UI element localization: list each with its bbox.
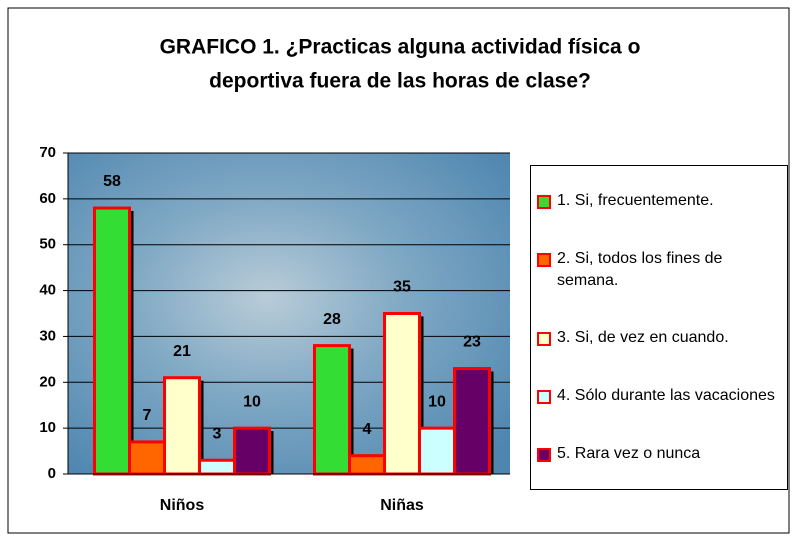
- y-tick-label: 70: [39, 144, 56, 161]
- x-tick-label: Niños: [160, 497, 205, 514]
- legend-swatch: [537, 448, 551, 462]
- y-tick-label: 60: [39, 190, 56, 207]
- legend-label: 3. Si, de vez en cuando.: [557, 327, 729, 349]
- legend-item: 2. Si, todos los fines de semana.: [537, 248, 783, 292]
- legend-swatch: [537, 195, 551, 209]
- legend-swatch: [537, 253, 551, 267]
- value-label: 4: [363, 421, 372, 438]
- legend-label: 1. Si, frecuentemente.: [557, 190, 714, 212]
- legend-swatch: [537, 390, 551, 404]
- y-tick-label: 40: [39, 282, 56, 299]
- bar: [420, 428, 455, 474]
- bar: [315, 346, 350, 474]
- y-tick-label: 10: [39, 419, 56, 436]
- bar: [200, 460, 235, 474]
- bar: [235, 428, 270, 474]
- legend-label: 5. Rara vez o nunca: [557, 443, 700, 465]
- value-label: 10: [428, 393, 446, 410]
- value-label: 7: [143, 407, 152, 424]
- y-tick-label: 30: [39, 327, 56, 344]
- bar: [455, 369, 490, 474]
- bar: [165, 378, 200, 474]
- legend-item: 1. Si, frecuentemente.: [537, 190, 783, 212]
- value-label: 58: [103, 173, 121, 190]
- y-tick-label: 20: [39, 373, 56, 390]
- bar: [130, 442, 165, 474]
- x-tick-label: Niñas: [380, 497, 424, 514]
- y-tick-label: 50: [39, 236, 56, 253]
- legend-item: 4. Sólo durante las vacaciones: [537, 385, 783, 407]
- page: GRAFICO 1. ¿Practicas alguna actividad f…: [0, 0, 798, 541]
- bar: [95, 208, 130, 474]
- plot-background: [68, 153, 510, 474]
- value-label: 23: [463, 334, 481, 351]
- value-label: 28: [323, 311, 341, 328]
- bar: [385, 314, 420, 475]
- bar: [350, 456, 385, 474]
- value-label: 10: [243, 393, 261, 410]
- legend: 1. Si, frecuentemente. 2. Si, todos los f…: [530, 165, 788, 490]
- legend-label: 4. Sólo durante las vacaciones: [557, 385, 775, 407]
- legend-swatch: [537, 332, 551, 346]
- legend-item: 3. Si, de vez en cuando.: [537, 327, 783, 349]
- legend-item: 5. Rara vez o nunca: [537, 443, 783, 465]
- legend-label: 2. Si, todos los fines de semana.: [557, 248, 783, 292]
- chart-title: deportiva fuera de las horas de clase?: [209, 70, 591, 93]
- value-label: 35: [393, 279, 411, 296]
- value-label: 21: [173, 343, 191, 360]
- y-tick-label: 0: [48, 465, 56, 482]
- value-label: 3: [213, 425, 222, 442]
- chart-title: GRAFICO 1. ¿Practicas alguna actividad f…: [160, 36, 641, 59]
